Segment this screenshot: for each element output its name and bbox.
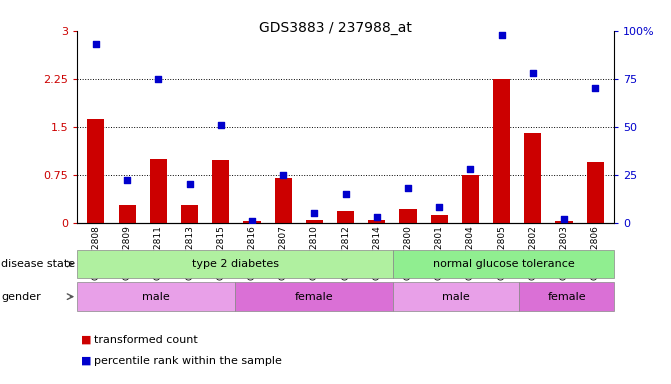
Bar xyxy=(393,250,614,278)
Text: female: female xyxy=(295,291,333,302)
Bar xyxy=(77,250,393,278)
Point xyxy=(340,191,351,197)
Text: ■: ■ xyxy=(81,356,91,366)
Text: normal glucose tolerance: normal glucose tolerance xyxy=(433,259,574,269)
Point xyxy=(559,216,570,222)
Point xyxy=(246,218,257,224)
Bar xyxy=(431,215,448,223)
Text: percentile rank within the sample: percentile rank within the sample xyxy=(94,356,282,366)
Point xyxy=(590,85,601,91)
Bar xyxy=(462,175,479,223)
Bar xyxy=(519,282,614,311)
Bar xyxy=(586,162,604,223)
Text: GDS3883 / 237988_at: GDS3883 / 237988_at xyxy=(259,21,412,35)
Bar xyxy=(524,133,541,223)
Text: ■: ■ xyxy=(81,335,91,345)
Point xyxy=(215,122,226,128)
Bar xyxy=(212,160,229,223)
Text: gender: gender xyxy=(1,291,41,302)
Bar xyxy=(87,119,105,223)
Bar xyxy=(368,220,385,223)
Text: male: male xyxy=(442,291,470,302)
Bar xyxy=(337,211,354,223)
Point xyxy=(153,76,164,82)
Point xyxy=(372,214,382,220)
Bar xyxy=(181,205,198,223)
Point xyxy=(121,177,132,184)
Text: male: male xyxy=(142,291,170,302)
Point xyxy=(184,181,195,187)
Text: disease state: disease state xyxy=(1,259,75,269)
Bar xyxy=(493,79,510,223)
Text: transformed count: transformed count xyxy=(94,335,198,345)
Bar xyxy=(150,159,167,223)
Bar xyxy=(306,220,323,223)
Point xyxy=(278,172,289,178)
Bar xyxy=(393,282,519,311)
Point xyxy=(465,166,476,172)
Text: type 2 diabetes: type 2 diabetes xyxy=(191,259,278,269)
Bar xyxy=(244,222,260,223)
Point xyxy=(434,204,445,210)
Bar xyxy=(399,209,417,223)
Bar xyxy=(235,282,393,311)
Text: female: female xyxy=(548,291,586,302)
Bar xyxy=(119,205,136,223)
Point xyxy=(497,31,507,38)
Point xyxy=(91,41,101,47)
Bar xyxy=(77,282,235,311)
Point xyxy=(309,210,319,216)
Point xyxy=(527,70,538,76)
Point xyxy=(403,185,413,191)
Bar xyxy=(274,178,292,223)
Bar xyxy=(556,221,572,223)
